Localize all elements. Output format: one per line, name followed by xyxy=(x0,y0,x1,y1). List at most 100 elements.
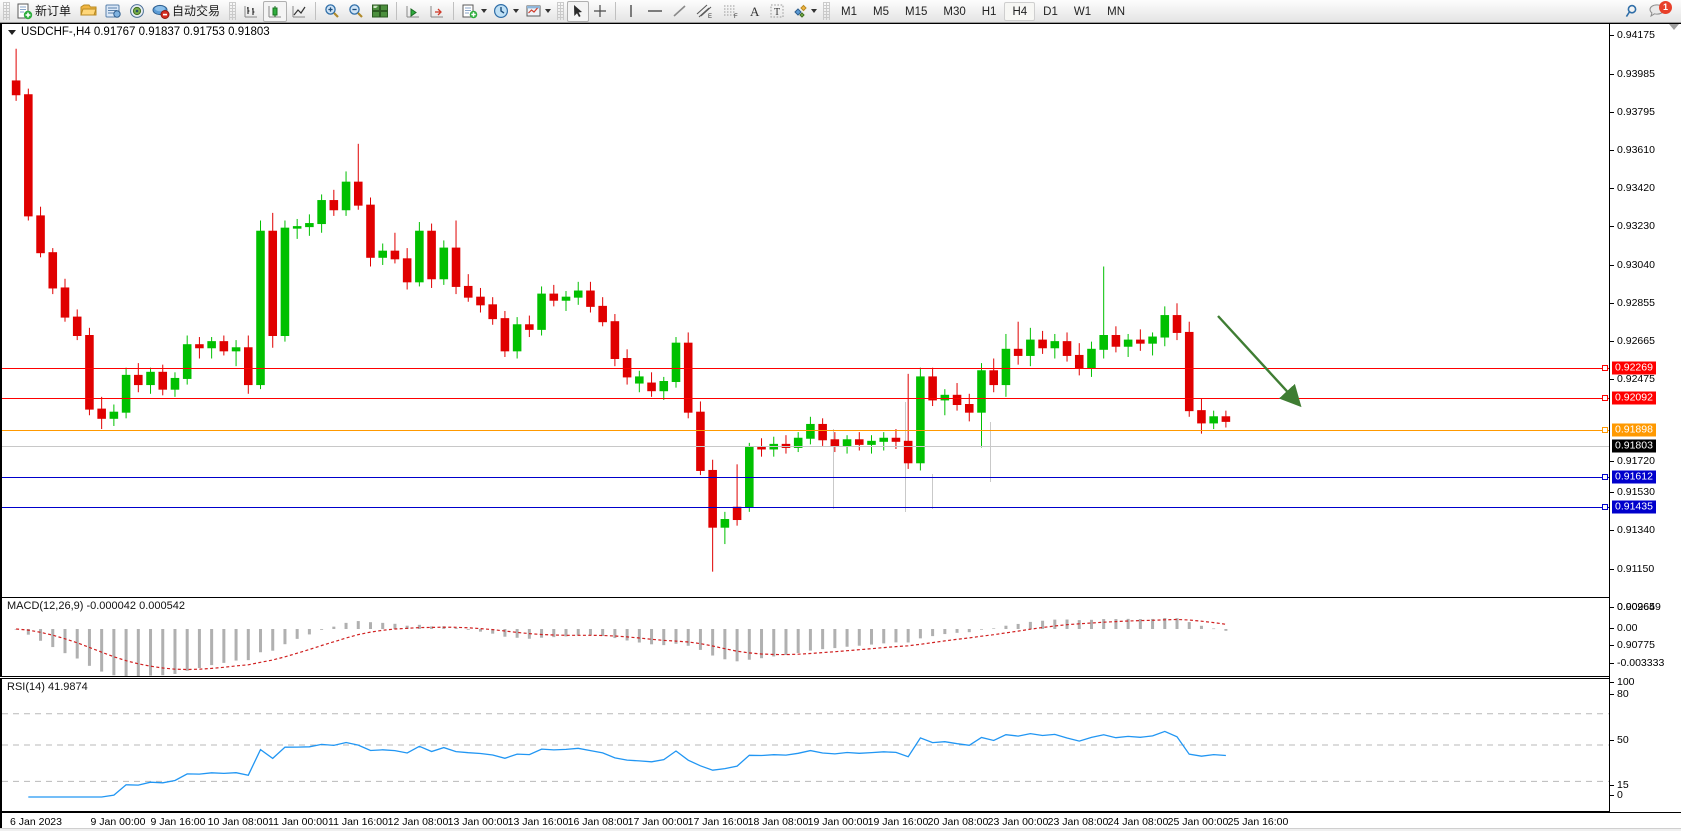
support-line-91435[interactable] xyxy=(2,507,1609,508)
tile-windows-icon-button[interactable] xyxy=(368,1,392,22)
price-tag-support[interactable]: 0.91435 xyxy=(1612,500,1656,514)
crosshair-icon-button[interactable] xyxy=(589,1,611,22)
market-watch-icon-button[interactable] xyxy=(101,1,125,22)
toolbar-separator-1 xyxy=(315,2,317,20)
timeframe-m15[interactable]: M15 xyxy=(905,5,928,18)
time-tick: 11 Jan 00:00 xyxy=(268,816,328,828)
timeframe-d1[interactable]: D1 xyxy=(1043,5,1058,18)
autotrading-button[interactable]: 自动交易 xyxy=(149,1,226,22)
price-tag-resistance[interactable]: 0.92092 xyxy=(1612,391,1656,405)
time-tick: 25 Jan 16:00 xyxy=(1227,816,1289,828)
timeframe-m5[interactable]: M5 xyxy=(873,5,889,18)
zoom-out-icon-button[interactable] xyxy=(344,1,368,22)
indicators-dropdown-caret[interactable] xyxy=(481,9,488,13)
open-data-folder-icon-button[interactable] xyxy=(77,1,101,22)
resistance-line-92092[interactable] xyxy=(2,398,1609,399)
rsi-pane[interactable]: RSI(14) 41.9874 xyxy=(0,678,1609,812)
svg-text:T: T xyxy=(774,7,780,18)
timeframe-m1[interactable]: M1 xyxy=(841,5,858,18)
rsi-title: RSI(14) 41.9874 xyxy=(7,681,88,693)
periods-icon-button[interactable] xyxy=(490,1,522,22)
trendline-icon-button[interactable] xyxy=(668,1,692,22)
support-line-91612-handle[interactable] xyxy=(1602,474,1608,480)
templates-dropdown-caret[interactable] xyxy=(545,9,552,13)
navigator-icon-button[interactable] xyxy=(125,1,149,22)
session-divider-1 xyxy=(833,429,834,509)
resistance-line-92269-handle[interactable] xyxy=(1602,365,1608,371)
price-tag-current-price: 0.91803 xyxy=(1612,439,1656,453)
templates-icon-button[interactable] xyxy=(522,1,554,22)
resistance-line-92269[interactable] xyxy=(2,368,1609,369)
toolbar-grip[interactable] xyxy=(3,2,10,20)
indicators-icon-button[interactable] xyxy=(458,1,490,22)
price-pane[interactable]: USDCHF-,H4 0.91767 0.91837 0.91753 0.918… xyxy=(0,24,1609,597)
macd-tick: -0.003333 xyxy=(1610,657,1664,669)
pivot-line-91898-handle[interactable] xyxy=(1602,427,1608,433)
fibonacci-retracement-icon-button[interactable]: F xyxy=(718,1,744,22)
price-tag-support[interactable]: 0.91612 xyxy=(1612,470,1656,484)
chart-shift-icon-button[interactable] xyxy=(425,1,449,22)
price-tick: 0.92475 xyxy=(1610,373,1655,385)
time-tick: 23 Jan 08:00 xyxy=(1047,816,1109,828)
price-tick: 0.91530 xyxy=(1610,486,1655,498)
price-tick: 0.94175 xyxy=(1610,29,1655,41)
cursor-icon-button[interactable] xyxy=(567,0,590,22)
notifications-icon-button[interactable]: 1 xyxy=(1645,0,1672,22)
support-line-91612[interactable] xyxy=(2,477,1609,478)
zoom-in-icon-button[interactable] xyxy=(320,1,344,22)
objects-list-icon-button[interactable] xyxy=(788,1,820,22)
toolbar-grip-2[interactable] xyxy=(229,2,237,20)
session-divider-4 xyxy=(990,422,991,482)
chart-collapse-caret-icon[interactable] xyxy=(8,29,16,35)
auto-scroll-icon-button[interactable] xyxy=(401,1,425,22)
time-axis[interactable]: 6 Jan 2023 9 Jan 00:00 9 Jan 16:00 10 Ja… xyxy=(0,812,1609,831)
price-tick: 0.93985 xyxy=(1610,68,1655,80)
time-tick: 12 Jan 08:00 xyxy=(387,816,449,828)
support-line-91435-handle[interactable] xyxy=(1602,504,1608,510)
time-tick: 6 Jan 2023 xyxy=(10,816,62,828)
vertical-line-icon-button[interactable] xyxy=(620,1,642,22)
horizontal-line-icon-button[interactable] xyxy=(642,1,668,22)
price-tag-pivot[interactable]: 0.91898 xyxy=(1612,423,1656,437)
toolbar-grip-3[interactable] xyxy=(557,2,565,20)
timeframe-w1[interactable]: W1 xyxy=(1073,5,1092,18)
timeframe-mn[interactable]: MN xyxy=(1107,5,1125,18)
search-icon-button[interactable] xyxy=(1621,1,1645,22)
toolbar-grip-4[interactable] xyxy=(823,2,831,20)
time-tick: 9 Jan 16:00 xyxy=(150,816,206,828)
price-tag-resistance[interactable]: 0.92269 xyxy=(1612,361,1656,375)
macd-tick: 0.002649 xyxy=(1610,601,1661,613)
time-tick: 25 Jan 00:00 xyxy=(1167,816,1229,828)
timeframe-h1[interactable]: H1 xyxy=(981,5,997,18)
autotrading-label: 自动交易 xyxy=(172,3,221,18)
main-toolbar: 新订单 自动交易 xyxy=(0,0,1681,23)
text-icon-button[interactable]: A xyxy=(744,1,766,22)
rsi-tick: 0 xyxy=(1610,789,1623,801)
time-tick: 19 Jan 16:00 xyxy=(867,816,929,828)
price-tick: 0.93420 xyxy=(1610,182,1655,194)
price-axis[interactable]: 0.94175 0.93985 0.93795 0.93610 0.93420 … xyxy=(1610,24,1681,812)
macd-pane[interactable]: MACD(12,26,9) -0.000042 0.000542 xyxy=(0,597,1609,677)
time-tick: 13 Jan 16:00 xyxy=(507,816,569,828)
resistance-line-92092-handle[interactable] xyxy=(1602,395,1608,401)
text-label-icon-button[interactable]: T xyxy=(766,1,788,22)
price-tick: 0.91720 xyxy=(1610,455,1655,467)
price-tick: 0.93795 xyxy=(1610,106,1655,118)
timeframe-m30[interactable]: M30 xyxy=(943,5,966,18)
rsi-series xyxy=(2,713,1609,798)
new-order-button[interactable]: 新订单 xyxy=(13,1,77,22)
scroll-marker-icon xyxy=(1669,24,1679,30)
timeframe-h4[interactable]: H4 xyxy=(1004,1,1036,21)
chart-area[interactable]: USDCHF-,H4 0.91767 0.91837 0.91753 0.918… xyxy=(0,23,1681,831)
price-tick: 0.92855 xyxy=(1610,297,1655,309)
pivot-line-91898[interactable] xyxy=(2,430,1609,431)
bar-chart-icon-button[interactable] xyxy=(239,1,263,22)
periods-dropdown-caret[interactable] xyxy=(513,9,520,13)
line-chart-icon-button[interactable] xyxy=(287,1,311,22)
macd-tick: 0.00 xyxy=(1610,622,1637,634)
objects-dropdown-caret[interactable] xyxy=(811,9,818,13)
candlestick-chart-icon-button[interactable] xyxy=(263,0,288,22)
equidistant-channel-icon-button[interactable]: E xyxy=(692,1,718,22)
rsi-tick: 100 xyxy=(1610,676,1635,688)
